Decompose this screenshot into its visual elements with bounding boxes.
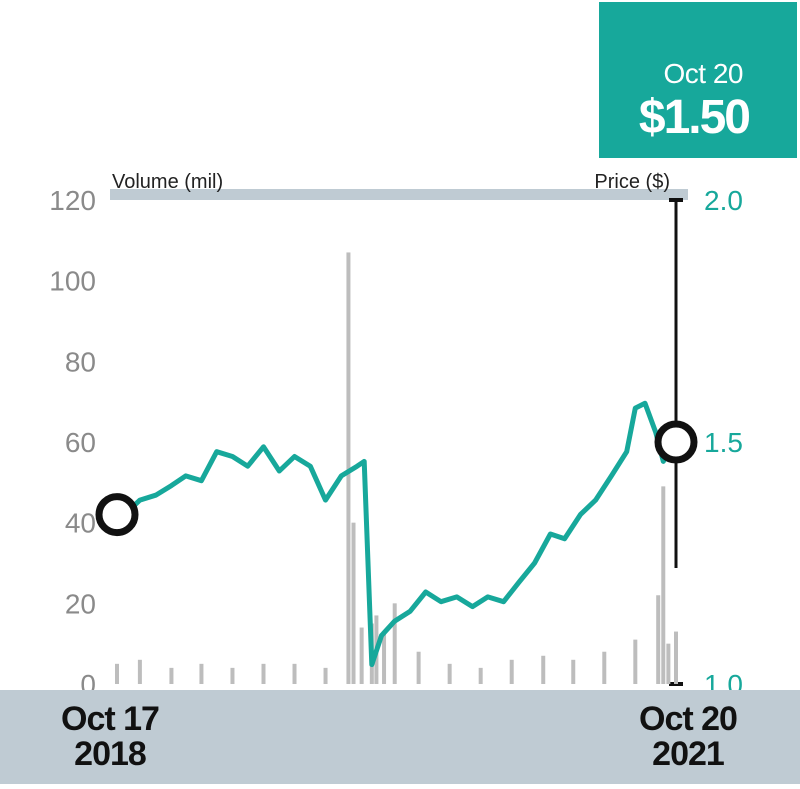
volume-bar: [351, 522, 356, 684]
volume-bar: [199, 663, 204, 684]
start-month-day: Oct 17: [61, 700, 160, 738]
end-price-marker: [654, 420, 698, 464]
left-axis-title: Volume (mil): [112, 171, 223, 193]
volume-bar: [633, 639, 638, 684]
left-tick-label: 20: [65, 588, 96, 619]
right-tick-label: 2.0: [704, 185, 743, 216]
end-date-label: Oct 20 2021: [618, 702, 758, 772]
volume-bar: [261, 663, 266, 684]
volume-bar: [509, 659, 514, 684]
volume-bar: [137, 659, 142, 684]
volume-bar: [392, 603, 397, 684]
left-tick-label: 80: [65, 346, 96, 377]
volume-bar: [416, 651, 421, 684]
left-tick-label: 60: [65, 427, 96, 458]
volume-bar: [661, 486, 666, 684]
volume-bar: [115, 663, 119, 684]
volume-bar: [323, 667, 328, 684]
left-tick-label: 100: [49, 266, 96, 297]
callout-date: Oct 20: [663, 58, 744, 89]
price-callout: Oct 20 $1.50: [599, 2, 797, 158]
start-date-label: Oct 17 2018: [40, 702, 180, 772]
volume-bar: [359, 627, 364, 684]
left-tick-label: 120: [49, 185, 96, 216]
volume-bar: [230, 667, 235, 684]
header-band: [110, 189, 688, 200]
right-axis-title: Price ($): [594, 171, 670, 193]
date-band: [0, 690, 800, 784]
volume-bar: [602, 651, 607, 684]
end-month-day: Oct 20: [639, 700, 738, 738]
price-line: [115, 400, 679, 668]
volume-bar: [674, 631, 678, 684]
volume-bar: [571, 659, 576, 684]
volume-bar: [447, 663, 452, 684]
end-year: 2021: [652, 735, 725, 773]
volume-bar: [346, 252, 351, 684]
start-price-marker: [95, 493, 139, 537]
volume-bar: [382, 631, 387, 684]
volume-bar: [656, 595, 661, 684]
volume-bar: [169, 667, 174, 684]
volume-bar: [478, 667, 483, 684]
volume-bar: [666, 643, 671, 684]
left-tick-label: 40: [65, 508, 96, 539]
right-tick-label: 1.5: [704, 427, 743, 458]
start-year: 2018: [74, 735, 147, 773]
callout-price: $1.50: [638, 91, 751, 144]
volume-bar: [292, 663, 297, 684]
volume-bar: [541, 655, 546, 684]
